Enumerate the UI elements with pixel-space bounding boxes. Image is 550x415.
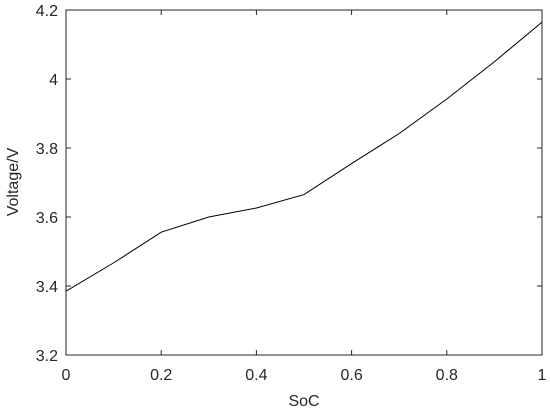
x-tick-label: 0.6 [340,367,362,384]
y-tick-label: 4 [49,72,58,89]
y-axis-label: Voltage/V [5,147,22,216]
x-axis-label: SoC [288,393,319,410]
line-series [65,21,543,292]
y-tick-label: 3.4 [36,279,58,296]
x-tick-label: 0 [62,367,71,384]
y-tick-label: 3.2 [36,348,58,365]
x-tick-label: 0.8 [436,367,458,384]
plot-box [65,9,543,356]
y-tick-label: 4.2 [36,3,58,20]
y-tick-label: 3.6 [36,210,58,227]
x-tick-label: 0.2 [150,367,172,384]
x-tick-label: 0.4 [245,367,267,384]
y-tick-label: 3.8 [36,141,58,158]
x-tick-label: 1 [538,367,547,384]
